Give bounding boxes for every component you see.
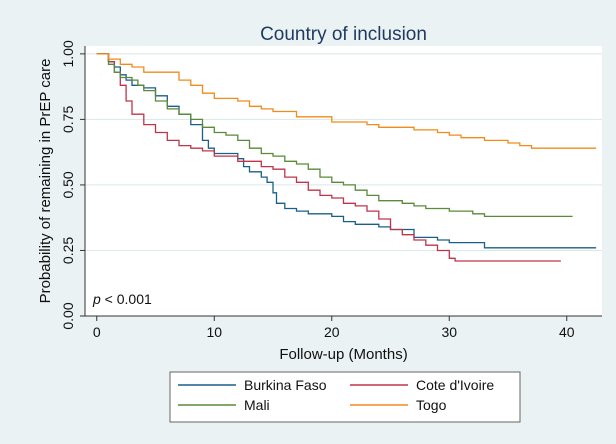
x-tick-label: 10 [206, 324, 222, 340]
p-value-text: < 0.001 [101, 291, 152, 307]
p-value-symbol: p [92, 291, 101, 307]
y-tick-label: 0.50 [60, 171, 76, 198]
x-tick-label: 30 [441, 324, 457, 340]
legend-label-togo: Togo [416, 397, 447, 413]
y-tick-label: 0.75 [60, 106, 76, 133]
legend-label-cote-d-ivoire: Cote d'Ivoire [416, 377, 494, 393]
legend-label-mali: Mali [244, 397, 270, 413]
plot-area [85, 46, 602, 316]
axes: 0.00 0.25 0.50 0.75 1.00 0 10 20 30 40 [60, 40, 602, 340]
legend-label-burkina-faso: Burkina Faso [244, 377, 327, 393]
legend-box [169, 371, 521, 423]
legend: Burkina Faso Cote d'Ivoire Mali Togo [169, 371, 521, 423]
x-tick-label: 0 [93, 324, 101, 340]
p-value-annotation: p < 0.001 [92, 291, 152, 307]
y-tick-label: 0.25 [60, 237, 76, 264]
y-tick-label: 1.00 [60, 40, 76, 67]
series-line-mali [96, 53, 573, 218]
x-tick-label: 20 [324, 324, 340, 340]
chart-title: Country of inclusion [260, 24, 427, 45]
series-lines [96, 53, 597, 262]
x-tick-label: 40 [559, 324, 575, 340]
y-tick-label: 0.00 [60, 302, 76, 329]
series-line-burkina-faso [96, 53, 597, 249]
y-axis-title: Probability of remaining in PrEP care [37, 59, 54, 304]
series-line-cote-d-ivoire [96, 53, 561, 262]
series-line-togo [96, 53, 597, 149]
x-axis-title: Follow-up (Months) [279, 346, 407, 363]
